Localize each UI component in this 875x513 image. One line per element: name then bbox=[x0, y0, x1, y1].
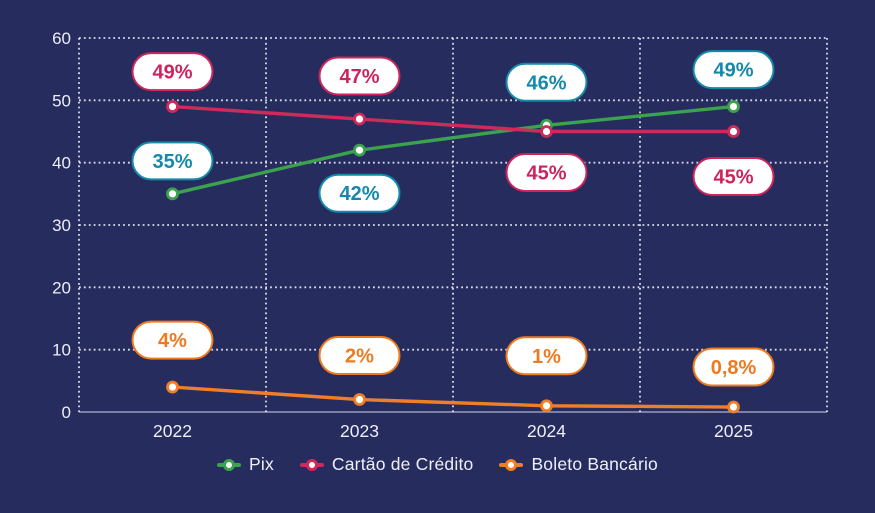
value-label-pill bbox=[131, 320, 214, 360]
value-label-pill bbox=[505, 336, 588, 376]
y-axis-tick-label: 40 bbox=[52, 154, 71, 173]
data-point bbox=[166, 380, 179, 394]
value-label-text: 1% bbox=[532, 346, 561, 368]
y-axis-tick-label: 30 bbox=[52, 216, 71, 235]
legend-item-cartao-de-credito: Cartão de Crédito bbox=[299, 454, 474, 475]
data-point bbox=[353, 112, 366, 126]
legend-label: Boleto Bancário bbox=[531, 454, 658, 474]
value-label-text: 49% bbox=[152, 62, 192, 84]
legend-label: Pix bbox=[248, 454, 274, 474]
value-label-text: 4% bbox=[158, 330, 187, 352]
legend-item-pix: Pix bbox=[216, 454, 274, 475]
x-axis-tick-label: 2023 bbox=[340, 421, 379, 441]
value-label-text: 49% bbox=[713, 60, 753, 82]
data-point bbox=[727, 400, 740, 414]
chart-legend: Pix Cartão de Crédito Boleto Bancário bbox=[0, 454, 875, 475]
x-axis-tick-label: 2022 bbox=[153, 421, 192, 441]
data-point bbox=[166, 100, 179, 113]
boleto-series-marker-icon bbox=[499, 462, 524, 467]
y-axis-tick-label: 50 bbox=[52, 91, 71, 110]
value-label-text: 47% bbox=[339, 66, 379, 88]
y-axis-tick-label: 20 bbox=[52, 278, 71, 297]
value-label-pill bbox=[505, 153, 588, 192]
cartao-series-marker-icon bbox=[299, 462, 324, 467]
legend-item-boleto-bancario: Boleto Bancário bbox=[499, 454, 658, 475]
data-point bbox=[540, 125, 553, 138]
data-point bbox=[540, 399, 553, 413]
value-label-pill bbox=[692, 347, 775, 387]
y-axis-tick-label: 0 bbox=[62, 403, 71, 422]
value-label-pill bbox=[131, 141, 214, 181]
series-line bbox=[170, 104, 736, 134]
data-point bbox=[166, 187, 179, 201]
series-line bbox=[170, 104, 736, 196]
value-label-pill bbox=[318, 173, 401, 213]
value-label-text: 42% bbox=[339, 183, 379, 205]
value-label-pill bbox=[692, 157, 775, 196]
value-label-pill bbox=[692, 50, 775, 90]
value-label-pill bbox=[318, 336, 401, 376]
data-point bbox=[353, 393, 366, 406]
y-axis-tick-label: 10 bbox=[52, 341, 71, 360]
x-axis-tick-label: 2025 bbox=[714, 421, 753, 441]
value-label-text: 2% bbox=[345, 346, 374, 368]
data-point bbox=[727, 125, 740, 138]
value-label-pill bbox=[505, 62, 588, 102]
pix-series-marker-icon bbox=[216, 462, 241, 467]
y-axis-tick-label: 60 bbox=[52, 29, 71, 48]
value-label-pill bbox=[131, 52, 214, 92]
value-label-text: 45% bbox=[713, 167, 753, 189]
series-line bbox=[170, 385, 736, 409]
value-label-text: 46% bbox=[526, 72, 566, 94]
value-label-text: 45% bbox=[526, 163, 566, 185]
x-axis-tick-label: 2024 bbox=[527, 421, 566, 441]
data-point bbox=[727, 100, 740, 113]
value-label-text: 0,8% bbox=[711, 357, 757, 379]
value-label-text: 35% bbox=[152, 151, 192, 173]
legend-label: Cartão de Crédito bbox=[331, 454, 474, 474]
data-point bbox=[353, 143, 366, 157]
value-label-pill bbox=[318, 56, 401, 96]
